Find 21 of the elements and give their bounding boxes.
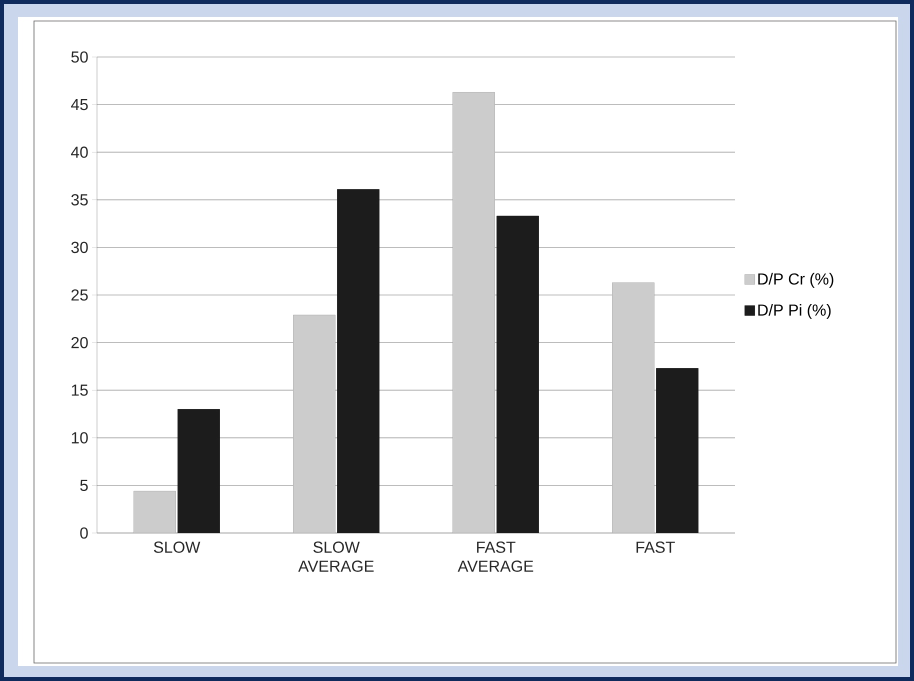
- y-tick-label: 30: [71, 242, 88, 254]
- bar: [293, 314, 336, 534]
- bar: [134, 490, 176, 534]
- legend-label: D/P Cr (%): [758, 272, 834, 288]
- y-tick-label: 45: [71, 99, 88, 110]
- y-tick-label: 50: [71, 51, 88, 63]
- y-tick-label: 10: [72, 432, 88, 444]
- x-tick-label: SLOW AVERAGE: [298, 542, 374, 572]
- y-tick-label: 0: [80, 527, 88, 539]
- y-tick-label: 25: [71, 289, 88, 301]
- bar: [452, 92, 495, 534]
- y-tick-label: 40: [71, 146, 88, 158]
- y-tick-label: 35: [71, 194, 88, 206]
- y-tick-label: 5: [80, 480, 88, 491]
- x-tick-label: SLOW: [154, 542, 200, 553]
- x-tick-label: FAST AVERAGE: [458, 542, 534, 572]
- legend-label: D/P Pi (%): [758, 304, 831, 319]
- x-tick-label: FAST: [636, 542, 675, 553]
- y-tick-label: 15: [72, 384, 88, 396]
- y-tick-label: 20: [71, 336, 88, 348]
- bar: [612, 282, 654, 534]
